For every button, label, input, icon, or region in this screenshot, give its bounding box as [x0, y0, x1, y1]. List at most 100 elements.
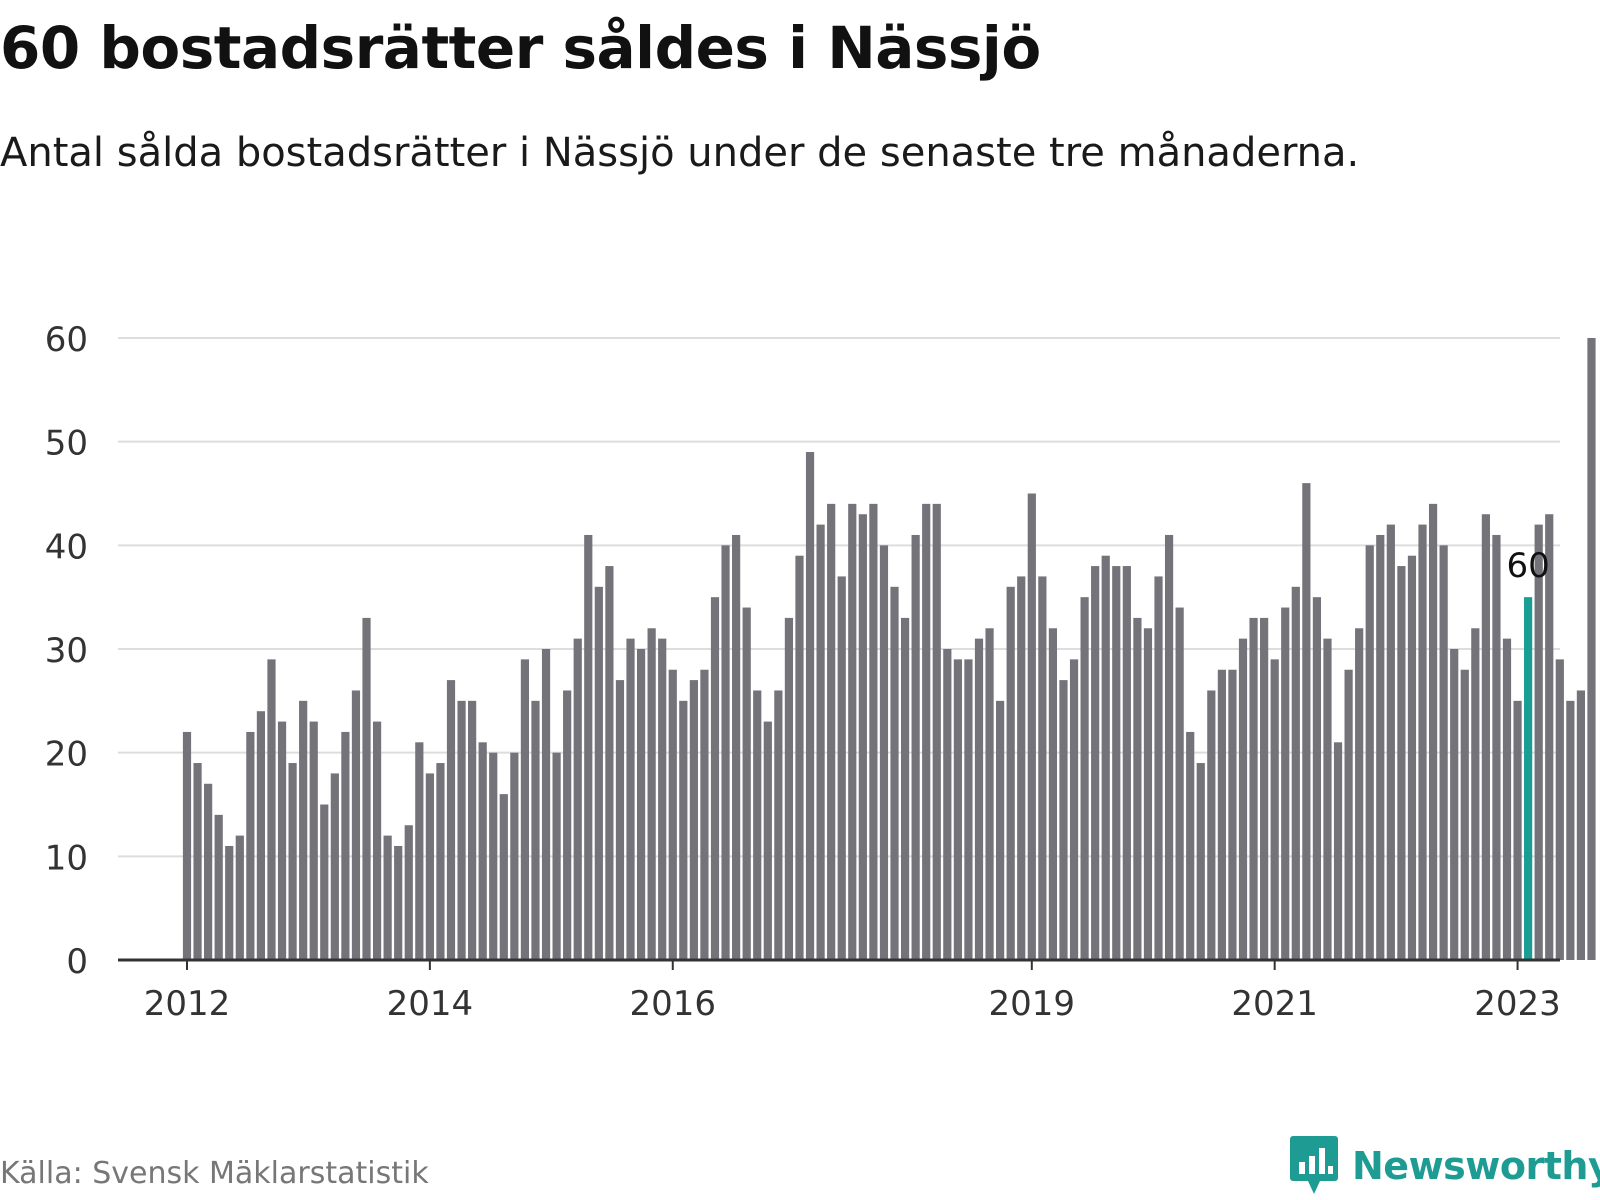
bar: [1186, 731, 1195, 960]
newsworthy-logo-text: Newsworthy: [1352, 1144, 1600, 1188]
bar: [277, 721, 287, 960]
bar: [1017, 576, 1026, 960]
bar: [848, 503, 857, 960]
bar: [647, 628, 656, 960]
bar: [394, 845, 403, 960]
bar: [489, 752, 498, 960]
bar: [415, 742, 424, 960]
x-tick-label: 2023: [1474, 984, 1561, 1024]
bar: [1312, 597, 1322, 960]
bar: [985, 628, 994, 960]
bar: [1048, 628, 1058, 960]
bar: [1566, 700, 1575, 960]
bar: [658, 638, 667, 960]
bar: [1576, 690, 1586, 960]
bar: [510, 752, 519, 960]
bar: [552, 752, 561, 960]
bar: [721, 545, 730, 960]
bar: [1270, 659, 1279, 960]
bar: [267, 659, 276, 960]
bar: [1091, 566, 1100, 960]
bar: [964, 659, 973, 960]
bar: [468, 700, 477, 960]
bar: [1249, 617, 1258, 960]
bar: [753, 690, 762, 960]
bar: [425, 773, 434, 960]
bar: [679, 700, 688, 960]
bar: [827, 503, 836, 960]
bar: [309, 721, 318, 960]
bar: [1133, 617, 1142, 960]
bar: [341, 731, 350, 960]
bar: [182, 731, 192, 960]
bar: [573, 638, 582, 960]
bar: [911, 534, 920, 960]
bar: [457, 700, 466, 960]
bar: [1006, 586, 1015, 960]
bar: [1492, 534, 1501, 960]
bar: [700, 669, 709, 960]
bar: [615, 680, 625, 960]
bar: [974, 638, 984, 960]
bar: [372, 721, 382, 960]
bar: [1439, 545, 1448, 960]
y-tick-label: 30: [45, 631, 88, 671]
x-tick-label: 2021: [1231, 984, 1318, 1024]
bar: [1143, 628, 1153, 960]
bar: [563, 690, 572, 960]
bar: [1471, 628, 1480, 960]
bar: [900, 617, 910, 960]
bar: [742, 607, 751, 960]
bar: [932, 503, 941, 960]
bar: [1154, 576, 1163, 960]
bar: [1513, 700, 1522, 960]
bar: [1323, 638, 1332, 960]
bar: [330, 773, 339, 960]
bar: [1386, 524, 1395, 960]
bar: [541, 649, 551, 960]
bar-chart: 0 10 20 30 40 50 60 60 2012 2014 2016 2019 2021 2023: [45, 320, 1596, 1024]
bar: [1460, 669, 1469, 960]
bar: [689, 680, 698, 960]
bar: [1260, 617, 1269, 960]
bar: [1534, 524, 1543, 960]
bar: [351, 690, 361, 960]
bar: [1059, 680, 1068, 960]
bar: [1481, 514, 1490, 960]
newsworthy-logo-icon: [1290, 1136, 1338, 1194]
bar: [1344, 669, 1353, 960]
bar: [436, 763, 445, 960]
bar: [1027, 493, 1036, 960]
bar: [732, 534, 741, 960]
bar: [1164, 534, 1174, 960]
bar: [890, 586, 899, 960]
bar: [584, 534, 593, 960]
bar: [1376, 534, 1385, 960]
bar: [383, 835, 392, 960]
bar: [404, 825, 413, 960]
y-tick-label: 10: [45, 838, 88, 878]
y-tick-label: 60: [45, 320, 88, 360]
bar: [1207, 690, 1216, 960]
bar: [1038, 576, 1047, 960]
bar: [362, 617, 371, 960]
bar: [763, 721, 772, 960]
bar: [320, 804, 329, 960]
bar: [1333, 742, 1343, 960]
bar: [1196, 763, 1205, 960]
y-tick-label: 0: [66, 942, 88, 982]
bar: [795, 555, 804, 960]
bar: [256, 711, 266, 960]
bar: [879, 545, 889, 960]
bar: [858, 514, 867, 960]
bar: [1069, 659, 1079, 960]
y-tick-label: 40: [45, 527, 88, 567]
bar: [446, 680, 456, 960]
bar: [710, 597, 720, 960]
bar: [1418, 524, 1427, 960]
bar: [1555, 659, 1564, 960]
bar: [1101, 555, 1110, 960]
bar: [193, 763, 202, 960]
chart-subtitle: Antal sålda bostadsrätter i Nässjö under…: [0, 130, 1360, 176]
bar: [214, 814, 223, 960]
